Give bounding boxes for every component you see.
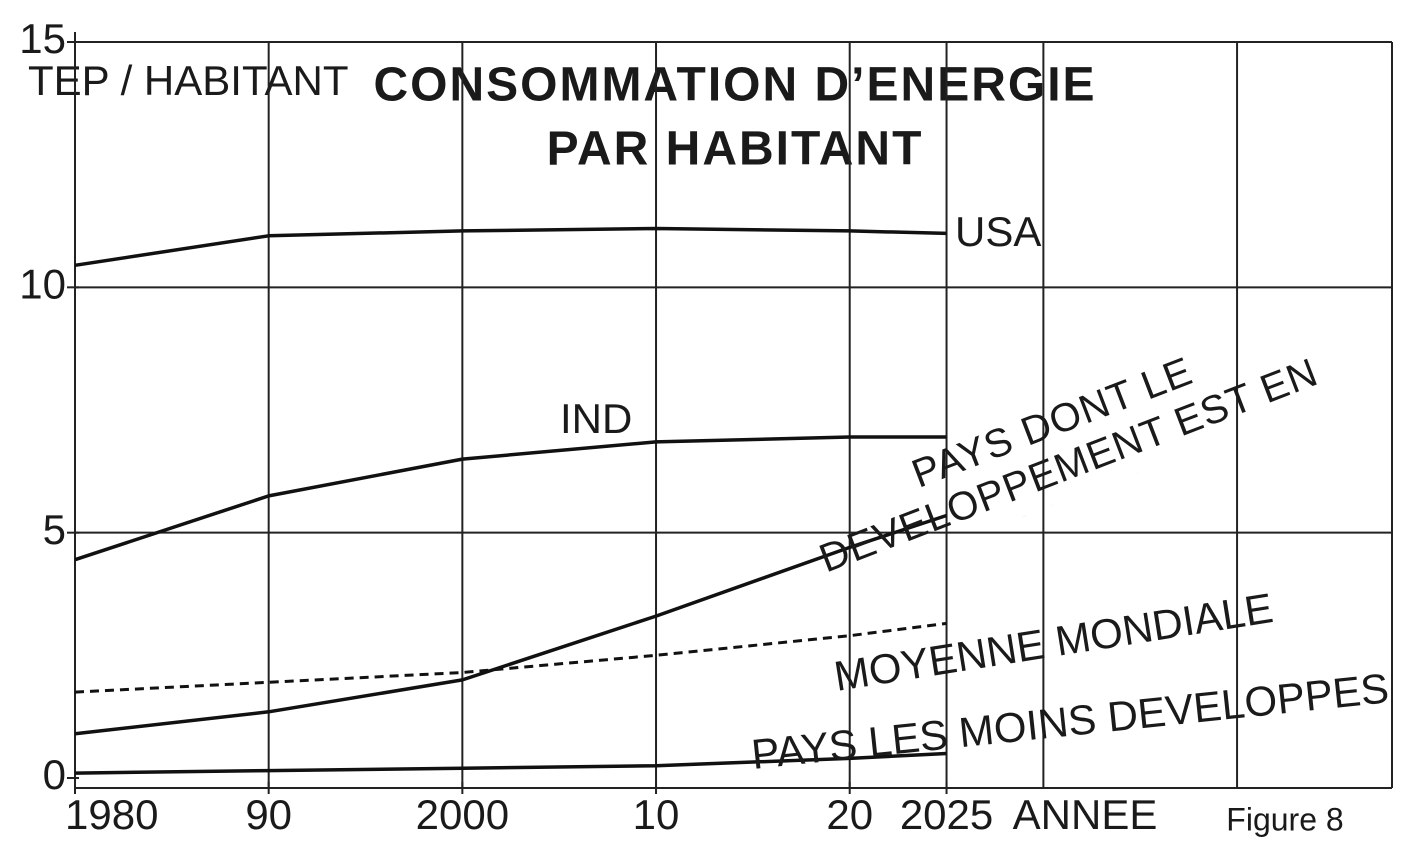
legend-label: IND bbox=[560, 395, 632, 442]
series-line bbox=[74, 513, 948, 736]
chart-title: CONSOMMATION D’ENERGIE bbox=[373, 59, 1096, 112]
y-tick-label: 5 bbox=[43, 506, 66, 553]
x-tick-label: 10 bbox=[633, 791, 680, 838]
series-line bbox=[74, 435, 947, 562]
y-tick-label: 0 bbox=[43, 751, 66, 798]
series-line bbox=[74, 751, 947, 775]
x-axis-label: ANNEE bbox=[1013, 791, 1158, 838]
x-tick-label: 2000 bbox=[416, 791, 509, 838]
legend-label: USA bbox=[955, 208, 1041, 255]
y-tick-label: 10 bbox=[19, 260, 66, 307]
x-tick-label: 20 bbox=[826, 791, 873, 838]
y-axis-label: TEP / HABITANT bbox=[28, 57, 349, 104]
x-tick-label: 1980 bbox=[65, 791, 158, 838]
lines bbox=[74, 226, 948, 775]
x-tick-label: 2025 bbox=[900, 791, 993, 838]
y-tick-label: 15 bbox=[19, 15, 66, 62]
figure-label: Figure 8 bbox=[1226, 801, 1343, 837]
series-line bbox=[74, 621, 947, 694]
chart-title: PAR HABITANT bbox=[547, 123, 924, 176]
series-line bbox=[74, 226, 947, 268]
x-tick-label: 90 bbox=[245, 791, 292, 838]
